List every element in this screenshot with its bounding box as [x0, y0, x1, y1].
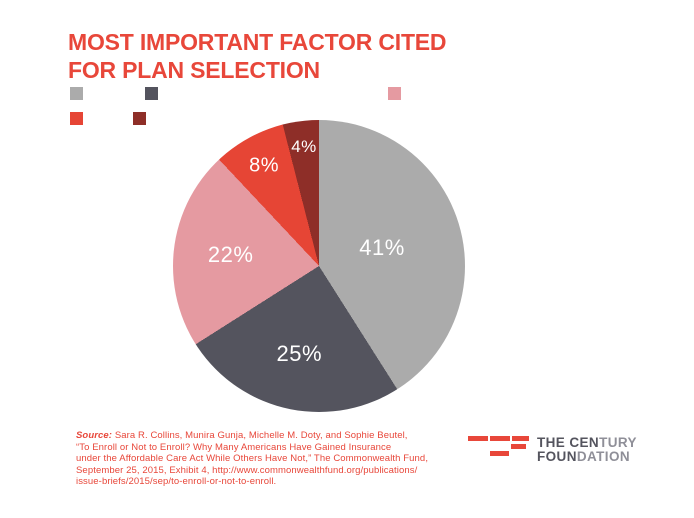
tcf-wordmark-line2: FOUNDATION — [537, 448, 637, 464]
logo-bar-icon — [490, 436, 510, 441]
source-line: Source: Sara R. Collins, Munira Gunja, M… — [76, 430, 428, 442]
chart-title: MOST IMPORTANT FACTOR CITED FOR PLAN SEL… — [68, 28, 447, 84]
source-line: under the Affordable Care Act While Othe… — [76, 453, 429, 465]
source-citation: Source: Sara R. Collins, Munira Gunja, M… — [76, 430, 428, 488]
logo-bar-icon — [511, 444, 526, 449]
pie-slice-label: 4% — [291, 137, 317, 157]
wordmark-light: TURY — [599, 435, 637, 450]
pie-chart — [173, 120, 465, 412]
pie-slice-label: 22% — [207, 241, 254, 267]
pie-slice-label: 25% — [276, 341, 323, 367]
legend-swatch-pink-22 — [388, 87, 401, 100]
wordmark-strong: FOUN — [537, 448, 577, 464]
tcf-logo-wordmark: THE CENTURY FOUNDATION — [537, 436, 637, 463]
logo-bar-icon — [468, 436, 488, 441]
chart-title-line2: FOR PLAN SELECTION — [68, 57, 320, 83]
chart-title-line1: MOST IMPORTANT FACTOR CITED — [68, 29, 447, 55]
legend-swatch-gray-41 — [70, 87, 83, 100]
source-line: issue-briefs/2015/sep/to-enroll-or-not-t… — [76, 476, 277, 488]
pie-slice-label: 41% — [359, 234, 405, 260]
logo-bar-icon — [512, 436, 529, 441]
source-prefix: Source: — [76, 430, 113, 441]
pie-slice-label: 8% — [249, 154, 280, 177]
source-line1-text: Sara R. Collins, Munira Gunja, Michelle … — [112, 430, 408, 441]
wordmark-light: DATION — [576, 448, 631, 464]
source-line: “To Enroll or Not to Enroll? Why Many Am… — [76, 441, 392, 453]
legend-swatch-red-8 — [70, 112, 83, 125]
logo-bar-icon — [490, 451, 509, 456]
tcf-wordmark-line1: THE CENTURY — [537, 436, 637, 450]
wordmark-strong: THE CEN — [537, 435, 600, 450]
source-line: September 25, 2015, Exhibit 4, http://ww… — [76, 464, 418, 476]
legend-swatch-dark-25 — [145, 87, 158, 100]
legend-swatch-maroon-4 — [133, 112, 146, 125]
